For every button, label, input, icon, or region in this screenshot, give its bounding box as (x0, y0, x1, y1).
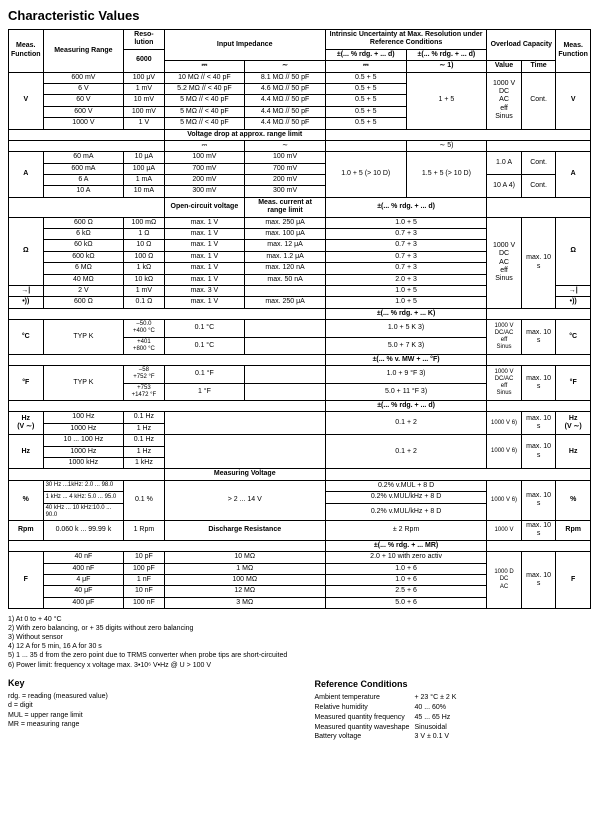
hdr-measrange: Measuring Range (43, 30, 124, 73)
hdr-dc: ⎓ (164, 61, 245, 72)
hdr-ac2: ∼ 1) (406, 61, 487, 72)
characteristics-table: Meas. Function Measuring Range Reso- lut… (8, 29, 591, 609)
hdr-intrinsic: Intrinsic Uncertainty at Max. Resolution… (325, 30, 486, 50)
v-sym: V (9, 72, 44, 129)
a-row-0: A 60 mA10 μA100 mV100 mV 1.0 + 5 (> 10 D… (9, 152, 591, 163)
hdr-time: Time (521, 61, 556, 72)
hdr-reso: Reso- lution (124, 30, 164, 50)
hdr-rdg1: ±(... % rdg. + ... d) (325, 49, 406, 60)
hdr-measfunc-r: Meas. Function (556, 30, 591, 73)
v-row-0: V 600 mV100 μV10 MΩ // < 40 pF8.1 MΩ // … (9, 72, 591, 83)
hdr-impedance: Input Impedance (164, 30, 325, 61)
hdr-rdg2: ±(... % rdg. + ... d) (406, 49, 487, 60)
hdr-dc2: ⎓ (325, 61, 406, 72)
hdr-ac: ∼ (245, 61, 326, 72)
hdr-val: Value (487, 61, 522, 72)
ohm-row-0: Ω 600 Ω100 mΩmax. 1 Vmax. 250 μA1.0 + 5 … (9, 217, 591, 228)
page-title: Characteristic Values (8, 8, 591, 23)
key-block: Key rdg. = reading (measured value) d = … (8, 678, 285, 743)
hdr-6000: 6000 (124, 49, 164, 72)
reference-conditions: Reference Conditions Ambient temperature… (315, 678, 592, 743)
footnotes: 1) At 0 to + 40 °C 2) With zero balancin… (8, 615, 591, 670)
hdr-overload: Overload Capacity (487, 30, 556, 61)
hdr-measfunc: Meas. Function (9, 30, 44, 73)
